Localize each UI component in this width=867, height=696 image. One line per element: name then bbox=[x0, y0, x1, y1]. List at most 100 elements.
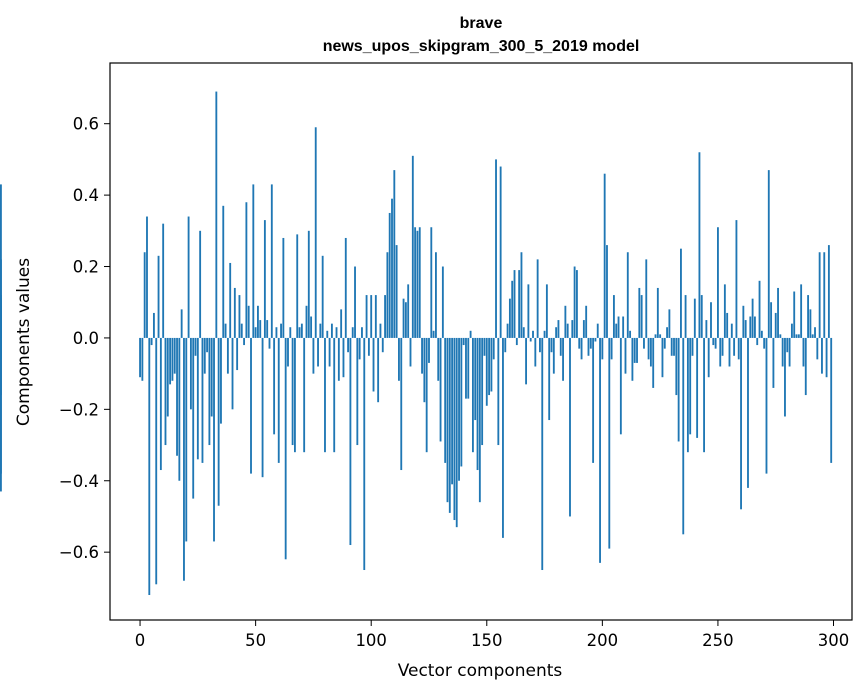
bar-132 bbox=[444, 337, 447, 463]
bar-20 bbox=[185, 337, 188, 542]
bar-114 bbox=[402, 298, 405, 338]
y-tick-label: 0.4 bbox=[73, 186, 99, 205]
bar-216 bbox=[638, 287, 641, 338]
bar-95 bbox=[358, 337, 361, 360]
bar-166 bbox=[522, 327, 525, 338]
bar-251 bbox=[719, 337, 722, 367]
bar-184 bbox=[564, 305, 567, 338]
bar-201 bbox=[603, 173, 606, 338]
bar-48 bbox=[250, 337, 252, 474]
bar-285 bbox=[797, 334, 800, 338]
bar-215 bbox=[636, 337, 638, 363]
bar-168 bbox=[527, 284, 530, 338]
bar-112 bbox=[398, 337, 400, 381]
bar-281 bbox=[788, 337, 791, 367]
bar-75 bbox=[312, 337, 315, 374]
bar-45 bbox=[243, 337, 245, 346]
bar-90 bbox=[347, 337, 350, 353]
bar-56 bbox=[268, 337, 271, 349]
bar-271 bbox=[765, 337, 768, 474]
bar-72 bbox=[305, 305, 308, 338]
bar-undefined bbox=[0, 337, 2, 474]
bar-224 bbox=[656, 287, 659, 338]
bar-272 bbox=[767, 170, 770, 338]
bar-67 bbox=[294, 337, 296, 453]
bar-230 bbox=[670, 337, 673, 356]
bar-143 bbox=[469, 330, 472, 338]
bar-146 bbox=[476, 337, 479, 471]
bar-91 bbox=[349, 337, 352, 546]
y-tick-label: −0.4 bbox=[59, 472, 99, 491]
bar-240 bbox=[693, 298, 696, 338]
x-tick-label: 50 bbox=[245, 631, 266, 650]
bar-61 bbox=[280, 323, 282, 338]
bar-222 bbox=[652, 337, 655, 388]
bar-35 bbox=[220, 337, 222, 424]
bar-299 bbox=[830, 337, 833, 463]
bar-235 bbox=[682, 337, 685, 535]
bar-113 bbox=[400, 337, 403, 471]
bar-121 bbox=[418, 227, 421, 338]
bar-15 bbox=[173, 337, 176, 374]
bar-248 bbox=[712, 337, 715, 346]
bar-229 bbox=[668, 309, 671, 338]
bar-263 bbox=[747, 337, 749, 488]
bar-152 bbox=[490, 337, 493, 392]
bar-101 bbox=[372, 337, 375, 392]
bar-155 bbox=[497, 337, 500, 446]
bar-265 bbox=[751, 298, 754, 338]
y-tick-label: −0.2 bbox=[59, 400, 99, 419]
bar-25 bbox=[196, 337, 199, 460]
bar-296 bbox=[823, 252, 826, 338]
bar-228 bbox=[666, 327, 668, 338]
bar-119 bbox=[414, 227, 417, 338]
bar-undefined bbox=[0, 298, 2, 338]
bar-73 bbox=[307, 230, 310, 338]
bar-219 bbox=[645, 259, 648, 338]
bar-37 bbox=[224, 323, 227, 338]
bar-50 bbox=[254, 327, 257, 338]
bar-242 bbox=[698, 152, 701, 338]
bar-218 bbox=[643, 337, 645, 349]
bar-195 bbox=[589, 337, 592, 349]
bar-241 bbox=[696, 337, 699, 438]
bar-24 bbox=[194, 337, 197, 356]
bar-278 bbox=[781, 337, 784, 367]
x-tick-label: 0 bbox=[135, 631, 146, 650]
bar-165 bbox=[520, 252, 523, 338]
bar-87 bbox=[340, 309, 343, 338]
bar-247 bbox=[710, 302, 712, 338]
bar-38 bbox=[226, 337, 229, 374]
bar-151 bbox=[488, 337, 491, 396]
bar-210 bbox=[624, 337, 627, 374]
bar-163 bbox=[515, 337, 518, 346]
bar-286 bbox=[800, 284, 803, 338]
bar-94 bbox=[356, 337, 359, 446]
bar-30 bbox=[208, 337, 211, 446]
bar-49 bbox=[252, 184, 255, 338]
bar-39 bbox=[229, 262, 232, 338]
chart-title: brave bbox=[460, 15, 503, 32]
bar-19 bbox=[183, 337, 185, 581]
bar-189 bbox=[576, 270, 578, 338]
bar-177 bbox=[548, 337, 551, 421]
bar-98 bbox=[365, 295, 368, 338]
bar-289 bbox=[807, 295, 810, 338]
bar-76 bbox=[314, 127, 317, 338]
bar-11 bbox=[164, 337, 167, 446]
y-tick-label: −0.6 bbox=[59, 543, 99, 562]
bar-58 bbox=[273, 337, 276, 435]
bar-139 bbox=[460, 337, 463, 467]
bar-78 bbox=[319, 323, 322, 338]
bar-190 bbox=[578, 337, 581, 349]
bar-126 bbox=[430, 227, 433, 338]
bar-233 bbox=[677, 337, 680, 442]
bar-237 bbox=[686, 337, 689, 453]
bar-173 bbox=[539, 337, 541, 353]
bar-136 bbox=[453, 337, 456, 521]
bar-68 bbox=[296, 234, 299, 338]
bar-148 bbox=[481, 337, 484, 446]
bar-102 bbox=[374, 295, 377, 338]
bar-125 bbox=[428, 337, 430, 363]
bar-196 bbox=[592, 337, 595, 463]
